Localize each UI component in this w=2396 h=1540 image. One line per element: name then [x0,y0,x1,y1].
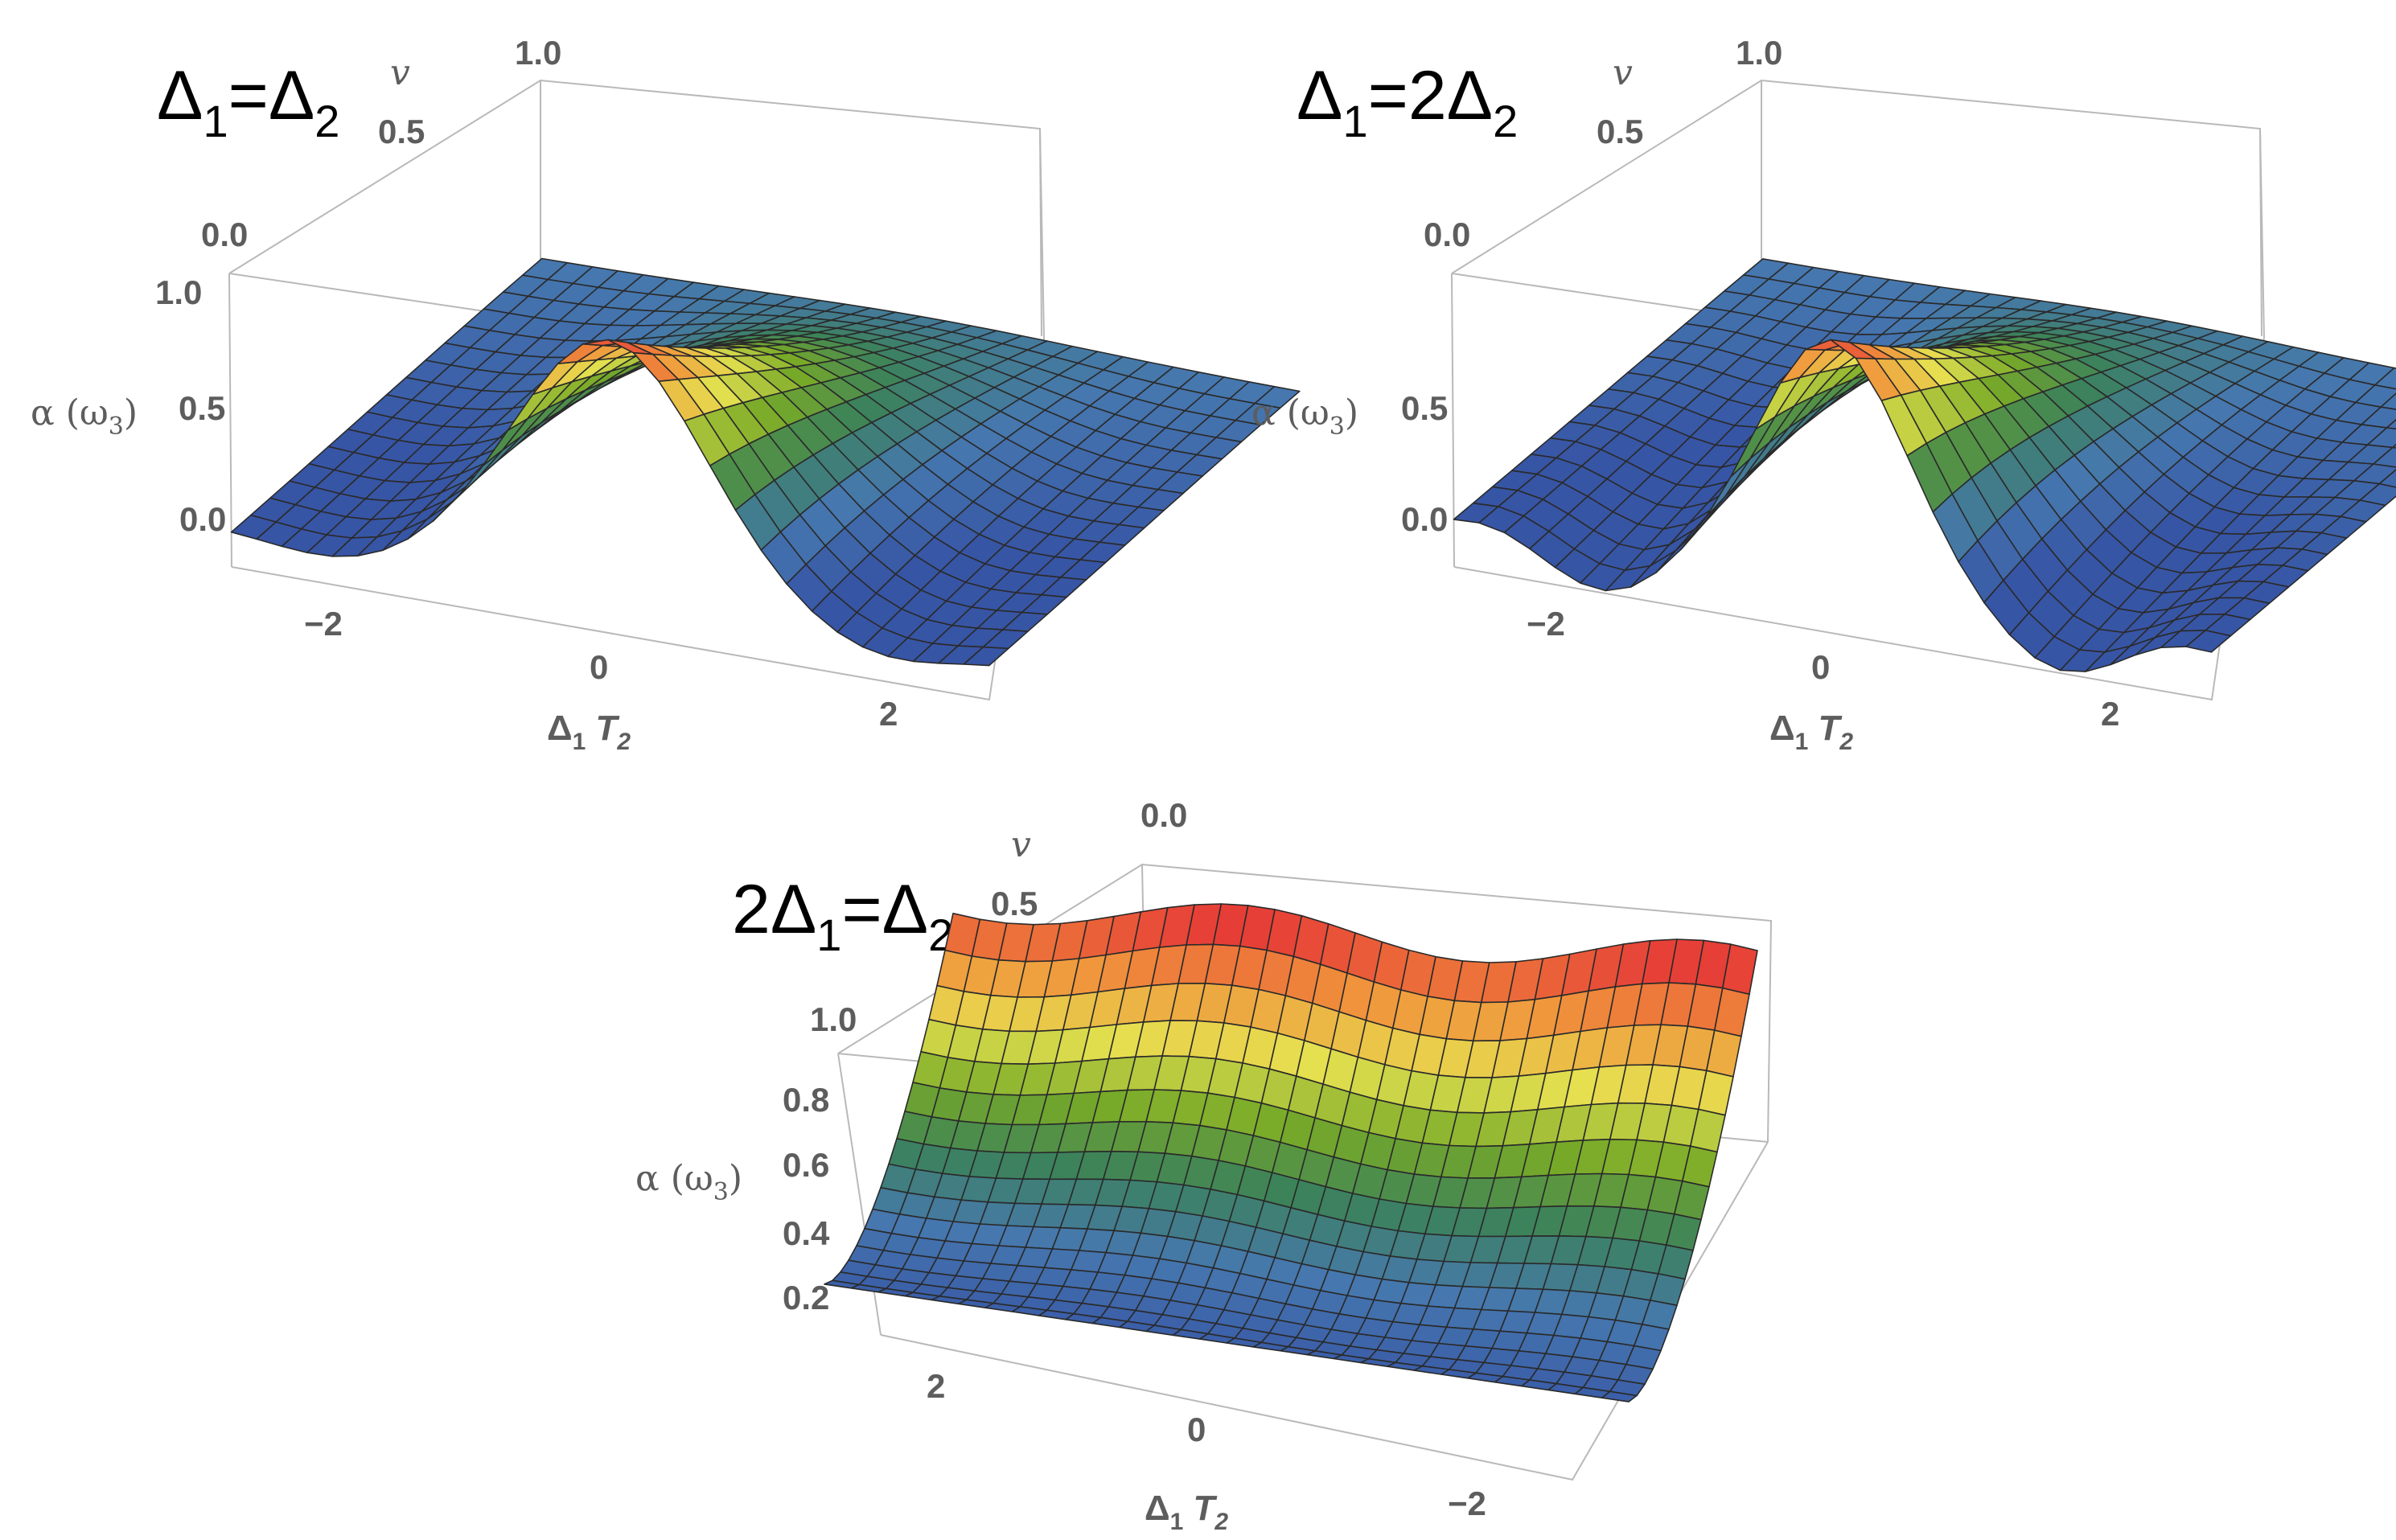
panel-1-surface-cell [963,646,1009,667]
panel-2-x-tick-neg2: −2 [1527,605,1565,643]
panel-3-z-tick-0.8: 0.8 [783,1081,829,1119]
panel-2-z-tick-0.0: 0.0 [1401,500,1448,538]
panel-1-y-tick-1.0: 1.0 [515,34,561,72]
panel-3-x-tick-0: 0 [1187,1411,1206,1448]
panel-1-z-label: α (ω3) [31,392,138,441]
panel-2: Δ1=2Δ2 1.0 0.5 0.0 v 0.5 0.0 α (ω3) −2 0… [1251,34,2396,755]
panel-3-y-tick-1.0: 1.0 [810,1000,857,1038]
panel-2-title: Δ1=2Δ2 [1297,57,1518,146]
panel-3-z-label: α (ω3) [635,1158,742,1206]
panel-2-z-tick-0.5: 0.5 [1401,389,1448,427]
panel-2-surface-cell [2380,392,2396,410]
panel-2-y-tick-1.0: 1.0 [1736,34,1782,72]
panel-3: 2Δ1=Δ2 0.0 0.5 1.0 v 0.8 0.6 0.4 0.2 α (… [635,796,1773,1535]
panel-1-z-tick-1.0: 1.0 [155,273,202,311]
panel-2-surface [1453,258,2396,672]
panel-1-y-tick-0.5: 0.5 [378,113,425,150]
panel-1-y-label: v [390,52,410,93]
panel-2-x-label: Δ1 T2 [1769,708,1853,755]
panel-1-x-label: Δ1 T2 [547,708,631,755]
panel-2-y-tick-0.5: 0.5 [1597,113,1643,150]
panel-1-y-tick-0.0: 0.0 [201,216,248,253]
panel-3-z-tick-0.2: 0.2 [783,1279,829,1316]
panel-3-z-tick-0.4: 0.4 [783,1214,830,1252]
panel-1-z-tick-0.5: 0.5 [179,389,225,427]
panel-1-x-tick-0: 0 [590,648,608,686]
panel-3-x-tick-2: 2 [927,1367,945,1405]
panel-3-x-tick-neg2: −2 [1448,1485,1486,1522]
panel-1-z-tick-0.0: 0.0 [179,500,226,538]
panel-2-x-tick-0: 0 [1811,648,1830,686]
panel-3-title: 2Δ1=Δ2 [732,871,953,960]
panel-2-surface-cell [2185,630,2232,653]
panel-1-x-tick-2: 2 [879,695,898,733]
panel-2-x-tick-2: 2 [2101,695,2119,733]
panel-3-y-label: v [1011,824,1031,865]
panel-1-x-tick-neg2: −2 [304,605,343,643]
panel-3-y-tick-0.0: 0.0 [1140,796,1187,834]
panel-3-x-label: Δ1 T2 [1145,1489,1228,1535]
panel-1: Δ1=Δ2 1.0 0.5 0.0 v 1.0 0.5 0.0 α (ω3) −… [31,34,1301,755]
panel-2-surface-cell [2386,418,2396,430]
panel-3-surface [824,903,1758,1402]
panel-2-surface-cell [2378,469,2396,488]
panel-3-z-tick-0.6: 0.6 [783,1146,829,1184]
panel-3-surface-cell [824,1279,861,1289]
panel-3-y-tick-0.5: 0.5 [991,885,1038,922]
panel-1-surface [230,257,1301,667]
panel-1-title: Δ1=Δ2 [157,57,339,146]
panel-2-y-tick-0.0: 0.0 [1424,216,1470,253]
panel-2-y-label: v [1613,52,1633,93]
panel-2-z-label: α (ω3) [1251,392,1358,441]
